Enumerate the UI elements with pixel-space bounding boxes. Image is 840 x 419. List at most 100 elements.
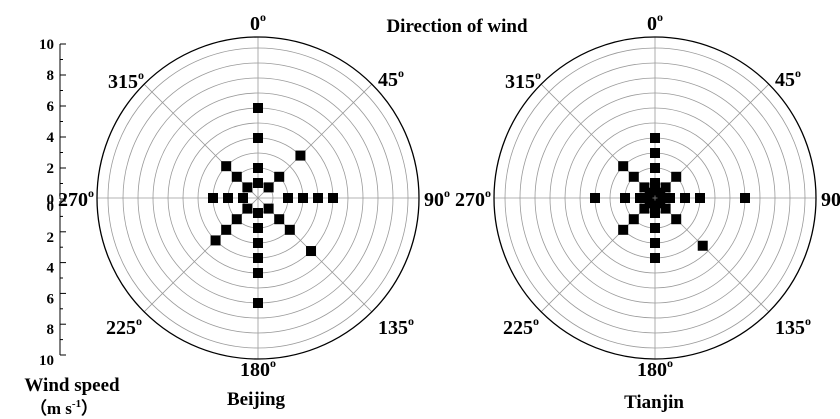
tianjin-direction-label-0: 0o bbox=[647, 10, 663, 35]
beijing-data-point bbox=[253, 103, 263, 113]
tianjin-direction-label-180: 180o bbox=[637, 356, 673, 381]
tianjin-data-point bbox=[671, 214, 682, 225]
beijing-panel-label: Beijing bbox=[227, 389, 286, 410]
speed-scale-tick-label: 8 bbox=[47, 322, 55, 338]
speed-scale-tick-label: 4 bbox=[47, 261, 55, 277]
tianjin-data-point bbox=[644, 187, 655, 198]
speed-scale-tick-label: 6 bbox=[47, 291, 55, 307]
beijing-data-point bbox=[221, 224, 232, 235]
tianjin-data-point bbox=[650, 223, 660, 233]
beijing-data-point bbox=[274, 214, 285, 225]
tianjin-data-point bbox=[650, 163, 660, 173]
wind-speed-scale: 10 8 6 4 2 00 2 4 6 8 10 Wind speed （m s-1） bbox=[24, 37, 120, 418]
tianjin-data-point bbox=[628, 171, 639, 182]
tianjin-data-point bbox=[639, 203, 650, 214]
beijing-data-point bbox=[242, 203, 253, 214]
tianjin-data-point bbox=[618, 161, 629, 172]
tianjin-data-point bbox=[620, 193, 630, 203]
tianjin-data-point bbox=[644, 198, 655, 209]
tianjin-data-point bbox=[655, 198, 666, 209]
speed-scale-tick-label: 0 bbox=[47, 199, 55, 215]
beijing-direction-label-0: 0o bbox=[250, 10, 266, 35]
tianjin-data-point bbox=[695, 193, 705, 203]
tianjin-outer-circle bbox=[493, 36, 817, 360]
beijing-data-point bbox=[221, 161, 232, 172]
beijing-data-point bbox=[263, 182, 274, 193]
tianjin-direction-label-45: 45o bbox=[775, 66, 801, 91]
beijing-data-point bbox=[274, 171, 285, 182]
tianjin-data-point bbox=[618, 224, 629, 235]
tianjin-data-point bbox=[650, 133, 660, 143]
beijing-data-point bbox=[253, 253, 263, 263]
speed-scale-tick-label: 8 bbox=[47, 68, 55, 84]
tianjin-direction-label-225: 225o bbox=[503, 314, 539, 339]
tianjin-data-point bbox=[680, 193, 690, 203]
beijing-data-point bbox=[231, 171, 242, 182]
beijing-direction-label-225: 225o bbox=[106, 314, 142, 339]
tianjin-data-point bbox=[671, 171, 682, 182]
tianjin-direction-label-135: 135o bbox=[775, 314, 811, 339]
tianjin-data-point bbox=[639, 182, 650, 193]
tianjin-data-point bbox=[740, 193, 750, 203]
beijing-outer-circle bbox=[96, 36, 420, 360]
tianjin-data-point bbox=[660, 182, 671, 193]
beijing-data-point bbox=[306, 246, 317, 257]
tianjin-direction-label-315: 315o bbox=[505, 68, 541, 93]
tianjin-data-point bbox=[655, 187, 666, 198]
tianjin-data-point bbox=[697, 240, 708, 251]
speed-scale-tick-label: 4 bbox=[47, 130, 55, 146]
tianjin-data-point bbox=[635, 193, 645, 203]
tianjin-direction-label-270: 270o bbox=[455, 186, 491, 211]
beijing-data-point bbox=[313, 193, 323, 203]
beijing-direction-label-135: 135o bbox=[378, 314, 414, 339]
tianjin-data-point bbox=[650, 208, 660, 218]
tianjin-data-point bbox=[650, 200, 660, 211]
beijing-data-point bbox=[328, 193, 338, 203]
speed-scale-unit: （m s-1） bbox=[30, 398, 98, 418]
tianjin-data-point bbox=[642, 193, 653, 203]
beijing-data-point bbox=[242, 182, 253, 193]
beijing-data-point bbox=[253, 163, 263, 173]
beijing-data-point bbox=[253, 208, 263, 218]
speed-scale-label: Wind speed bbox=[24, 375, 120, 396]
tianjin-data-point bbox=[650, 178, 660, 188]
beijing-direction-label-270: 270o bbox=[58, 186, 94, 211]
tianjin-data-point bbox=[650, 238, 660, 248]
speed-scale-tick-label: 6 bbox=[47, 99, 55, 115]
beijing-data-point bbox=[223, 193, 233, 203]
beijing-data-point bbox=[238, 193, 248, 203]
beijing-data-point bbox=[298, 193, 308, 203]
tianjin-polar-plot: 0o 45o 90o 135o 180o 225o 270o 315o Tianjin bbox=[455, 10, 840, 413]
tianjin-data-point bbox=[660, 203, 671, 214]
chart-title: Direction of wind bbox=[386, 16, 528, 37]
beijing-data-point bbox=[283, 193, 293, 203]
beijing-data-point bbox=[253, 223, 263, 233]
speed-scale-tick-label: 10 bbox=[39, 353, 54, 369]
beijing-data-point bbox=[253, 298, 263, 308]
beijing-data-point bbox=[231, 214, 242, 225]
beijing-data-point bbox=[253, 268, 263, 278]
beijing-data-point bbox=[263, 203, 274, 214]
beijing-polar-plot: 0o 45o 90o 135o 180o 225o 270o 315o Beijing bbox=[58, 10, 450, 410]
speed-scale-tick-label: 2 bbox=[47, 161, 55, 177]
beijing-data-point bbox=[295, 150, 306, 161]
speed-scale-tick-label: 0 bbox=[47, 192, 55, 208]
tianjin-panel-label: Tianjin bbox=[624, 392, 684, 413]
beijing-direction-label-315: 315o bbox=[108, 68, 144, 93]
speed-scale-tick-label: 2 bbox=[47, 230, 55, 246]
beijing-data-point bbox=[284, 224, 295, 235]
tianjin-data-point bbox=[650, 148, 660, 158]
beijing-data-point bbox=[210, 235, 221, 246]
beijing-direction-label-90: 90o bbox=[424, 186, 450, 211]
beijing-data-point bbox=[253, 238, 263, 248]
tianjin-data-point bbox=[590, 193, 600, 203]
speed-scale-tick-label: 10 bbox=[39, 37, 54, 53]
beijing-direction-label-180: 180o bbox=[240, 356, 276, 381]
tianjin-data-point bbox=[650, 253, 660, 263]
tianjin-data-point bbox=[657, 193, 668, 203]
tianjin-data-point bbox=[650, 185, 660, 196]
beijing-direction-label-45: 45o bbox=[378, 66, 404, 91]
tianjin-data-point bbox=[628, 214, 639, 225]
